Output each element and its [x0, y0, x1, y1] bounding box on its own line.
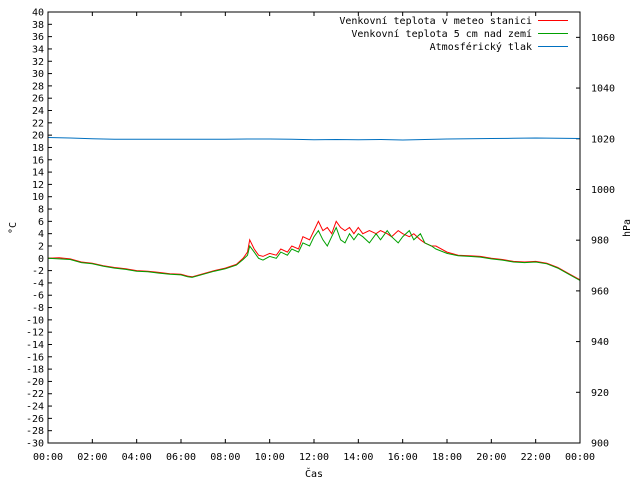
- plot-frame: [47, 11, 581, 444]
- y-right-tick-label: 920: [591, 388, 609, 399]
- y-left-tick-label: -2: [32, 266, 44, 277]
- x-tick-label: 00:00: [565, 452, 595, 463]
- series-line-pressure: [47, 137, 581, 141]
- y-left-tick-label: -4: [32, 278, 44, 289]
- x-axis-tick-labels: 00:00 02:00 04:00 06:00 08:00 10:00 12:00 14:00…: [33, 452, 595, 463]
- y-left-tick-label: 28: [32, 81, 44, 92]
- y-right-axis-title: hPa: [622, 219, 633, 237]
- y-left-tick-label: -8: [32, 303, 44, 314]
- y-right-tick-label: 980: [591, 236, 609, 247]
- series-lines: [47, 137, 581, 281]
- x-tick-label: 14:00: [343, 452, 373, 463]
- y-right-tick-label: 940: [591, 337, 609, 348]
- y-left-tick-label: 8: [38, 205, 44, 216]
- y-left-tick-label: -12: [26, 328, 44, 339]
- y-right-tick-label: 1020: [591, 134, 615, 145]
- y-left-tick-label: -30: [26, 439, 44, 450]
- y-left-tick-label: 2: [38, 241, 44, 252]
- y-left-tick-label: -20: [26, 377, 44, 388]
- y-left-tick-label: 20: [32, 131, 44, 142]
- x-tick-label: 08:00: [210, 452, 240, 463]
- y-left-tick-label: -18: [26, 365, 44, 376]
- x-tick-label: 12:00: [299, 452, 329, 463]
- y-left-tick-label: 32: [32, 57, 44, 68]
- y-left-axis-title: °C: [8, 222, 19, 234]
- y-left-tick-label: 36: [32, 32, 44, 43]
- y-left-tick-label: 0: [38, 254, 44, 265]
- x-tick-label: 18:00: [432, 452, 462, 463]
- legend-label-pressure: Atmosférický tlak: [430, 41, 532, 53]
- right-axis-tick-labels: 900 920 940 960 980 1000 1020 1040 1060: [591, 33, 615, 450]
- y-left-tick-label: -16: [26, 352, 44, 363]
- y-right-tick-label: 1060: [591, 33, 615, 44]
- y-left-tick-label: 34: [32, 44, 44, 55]
- x-tick-label: 20:00: [476, 452, 506, 463]
- tick-marks: [47, 11, 581, 444]
- y-left-tick-label: 16: [32, 155, 44, 166]
- y-left-tick-label: 18: [32, 143, 44, 154]
- y-left-tick-label: -22: [26, 389, 44, 400]
- y-left-tick-label: 10: [32, 192, 44, 203]
- legend-label-ground-temp: Venkovní teplota 5 cm nad zemí: [351, 28, 532, 40]
- y-left-tick-label: 22: [32, 118, 44, 129]
- x-tick-label: 16:00: [388, 452, 418, 463]
- y-left-tick-label: 26: [32, 94, 44, 105]
- y-left-tick-label: 30: [32, 69, 44, 80]
- y-left-tick-label: -14: [26, 340, 44, 351]
- y-left-tick-label: 38: [32, 20, 44, 31]
- y-right-tick-label: 960: [591, 286, 609, 297]
- y-left-tick-label: -24: [26, 402, 44, 413]
- y-left-tick-label: -28: [26, 426, 44, 437]
- x-tick-label: 04:00: [122, 452, 152, 463]
- y-right-tick-label: 1040: [591, 84, 615, 95]
- y-left-tick-label: -26: [26, 414, 44, 425]
- x-tick-label: 22:00: [521, 452, 551, 463]
- y-right-tick-label: 1000: [591, 185, 615, 196]
- series-line-ground-temp: [47, 226, 581, 281]
- series-line-outdoor-temp: [47, 220, 581, 281]
- y-left-tick-label: 6: [38, 217, 44, 228]
- left-axis-tick-labels: -30-28-26-24-22-20-18-16-14-12-10-8-6-4-…: [26, 8, 44, 450]
- y-left-tick-label: -6: [32, 291, 44, 302]
- x-tick-label: 00:00: [33, 452, 63, 463]
- y-left-tick-label: 14: [32, 168, 44, 179]
- x-tick-label: 02:00: [77, 452, 107, 463]
- y-left-tick-label: 40: [32, 8, 44, 19]
- y-left-tick-label: 12: [32, 180, 44, 191]
- legend: Venkovní teplota v meteo stanici Venkovn…: [339, 15, 568, 53]
- y-left-tick-label: 24: [32, 106, 44, 117]
- x-tick-label: 10:00: [255, 452, 285, 463]
- y-left-tick-label: -10: [26, 315, 44, 326]
- x-axis-title: Čas: [305, 467, 323, 480]
- legend-label-outdoor-temp: Venkovní teplota v meteo stanici: [339, 15, 532, 27]
- y-right-tick-label: 900: [591, 439, 609, 450]
- x-tick-label: 06:00: [166, 452, 196, 463]
- y-left-tick-label: 4: [38, 229, 44, 240]
